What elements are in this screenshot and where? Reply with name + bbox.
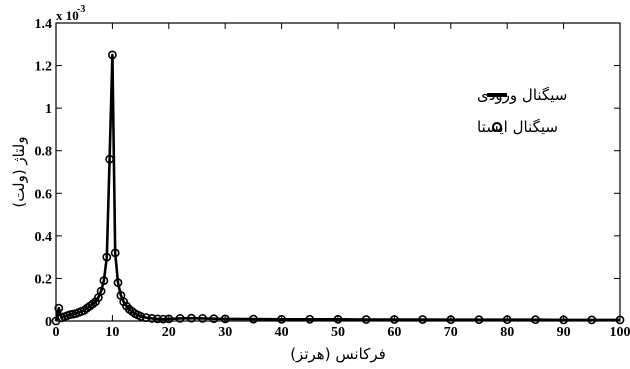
series-point-static-signal <box>305 314 315 324</box>
legend: سیگنال ورودی سیگنال ایستا <box>477 86 567 136</box>
x-tick-label: 100 <box>610 325 630 340</box>
series-point-static-signal <box>99 276 109 285</box>
series-point-static-signal <box>153 314 162 324</box>
x-tick-label: 0 <box>53 325 60 340</box>
series-point-static-signal <box>136 311 145 321</box>
series-point-static-signal <box>531 315 540 325</box>
plot-marks <box>51 50 625 326</box>
series-point-static-signal <box>54 303 64 313</box>
x-tick-label: 30 <box>218 325 232 340</box>
series-point-static-signal <box>248 314 258 324</box>
series-point-static-signal <box>147 313 157 323</box>
x-tick-label: 10 <box>105 325 119 340</box>
series-point-static-signal <box>361 315 371 324</box>
y-tick-label: 1 <box>45 102 52 117</box>
series-point-static-signal <box>108 50 117 60</box>
x-tick-label: 40 <box>275 325 289 340</box>
series-point-static-signal <box>209 314 219 324</box>
x-tick-label: 80 <box>500 325 514 340</box>
legend-label-input-signal: سیگنال ورودی <box>477 86 567 104</box>
series-point-static-signal <box>175 313 185 323</box>
series-point-static-signal <box>186 313 196 323</box>
x-tick-label: 50 <box>331 325 345 340</box>
series-point-static-signal <box>113 278 123 288</box>
y-multiplier-label: x 10 <box>56 8 79 23</box>
y-tick-label: 0.4 <box>35 230 53 245</box>
legend-label-static-signal: سیگنال ایستا <box>477 118 558 136</box>
plot-frame <box>55 22 621 322</box>
series-point-static-signal <box>110 248 120 258</box>
x-tick-label: 70 <box>444 325 458 340</box>
y-tick-label: 0 <box>45 315 52 330</box>
axis-ticks: 0 10 20 30 40 50 60 70 80 90 100 0 0.2 0.4 0.6 0.8 1 1.2 1… <box>35 17 630 340</box>
y-multiplier-exponent: -3 <box>77 4 85 15</box>
y-axis-title: ولتاژ (ولت) <box>10 136 28 207</box>
series-point-static-signal <box>102 252 112 262</box>
x-tick-label: 60 <box>387 325 401 340</box>
series-point-static-signal <box>587 315 597 325</box>
x-tick-label: 90 <box>557 325 571 340</box>
x-axis-title: فرکانس (هرتز) <box>290 345 386 363</box>
series-point-static-signal <box>418 315 427 324</box>
legend-marker-swatch <box>492 122 502 132</box>
y-tick-label: 0.6 <box>35 187 53 202</box>
series-point-static-signal <box>105 154 114 164</box>
series-point-static-signal <box>158 314 168 324</box>
y-tick-label: 0.2 <box>35 272 53 287</box>
y-tick-label: 1.4 <box>35 17 53 32</box>
y-tick-label: 0.8 <box>35 145 53 160</box>
series-point-static-signal <box>474 315 484 325</box>
series-point-static-signal <box>198 313 207 323</box>
series-point-static-signal <box>96 286 106 296</box>
y-tick-label: 1.2 <box>35 60 53 75</box>
x-tick-label: 20 <box>162 325 176 340</box>
